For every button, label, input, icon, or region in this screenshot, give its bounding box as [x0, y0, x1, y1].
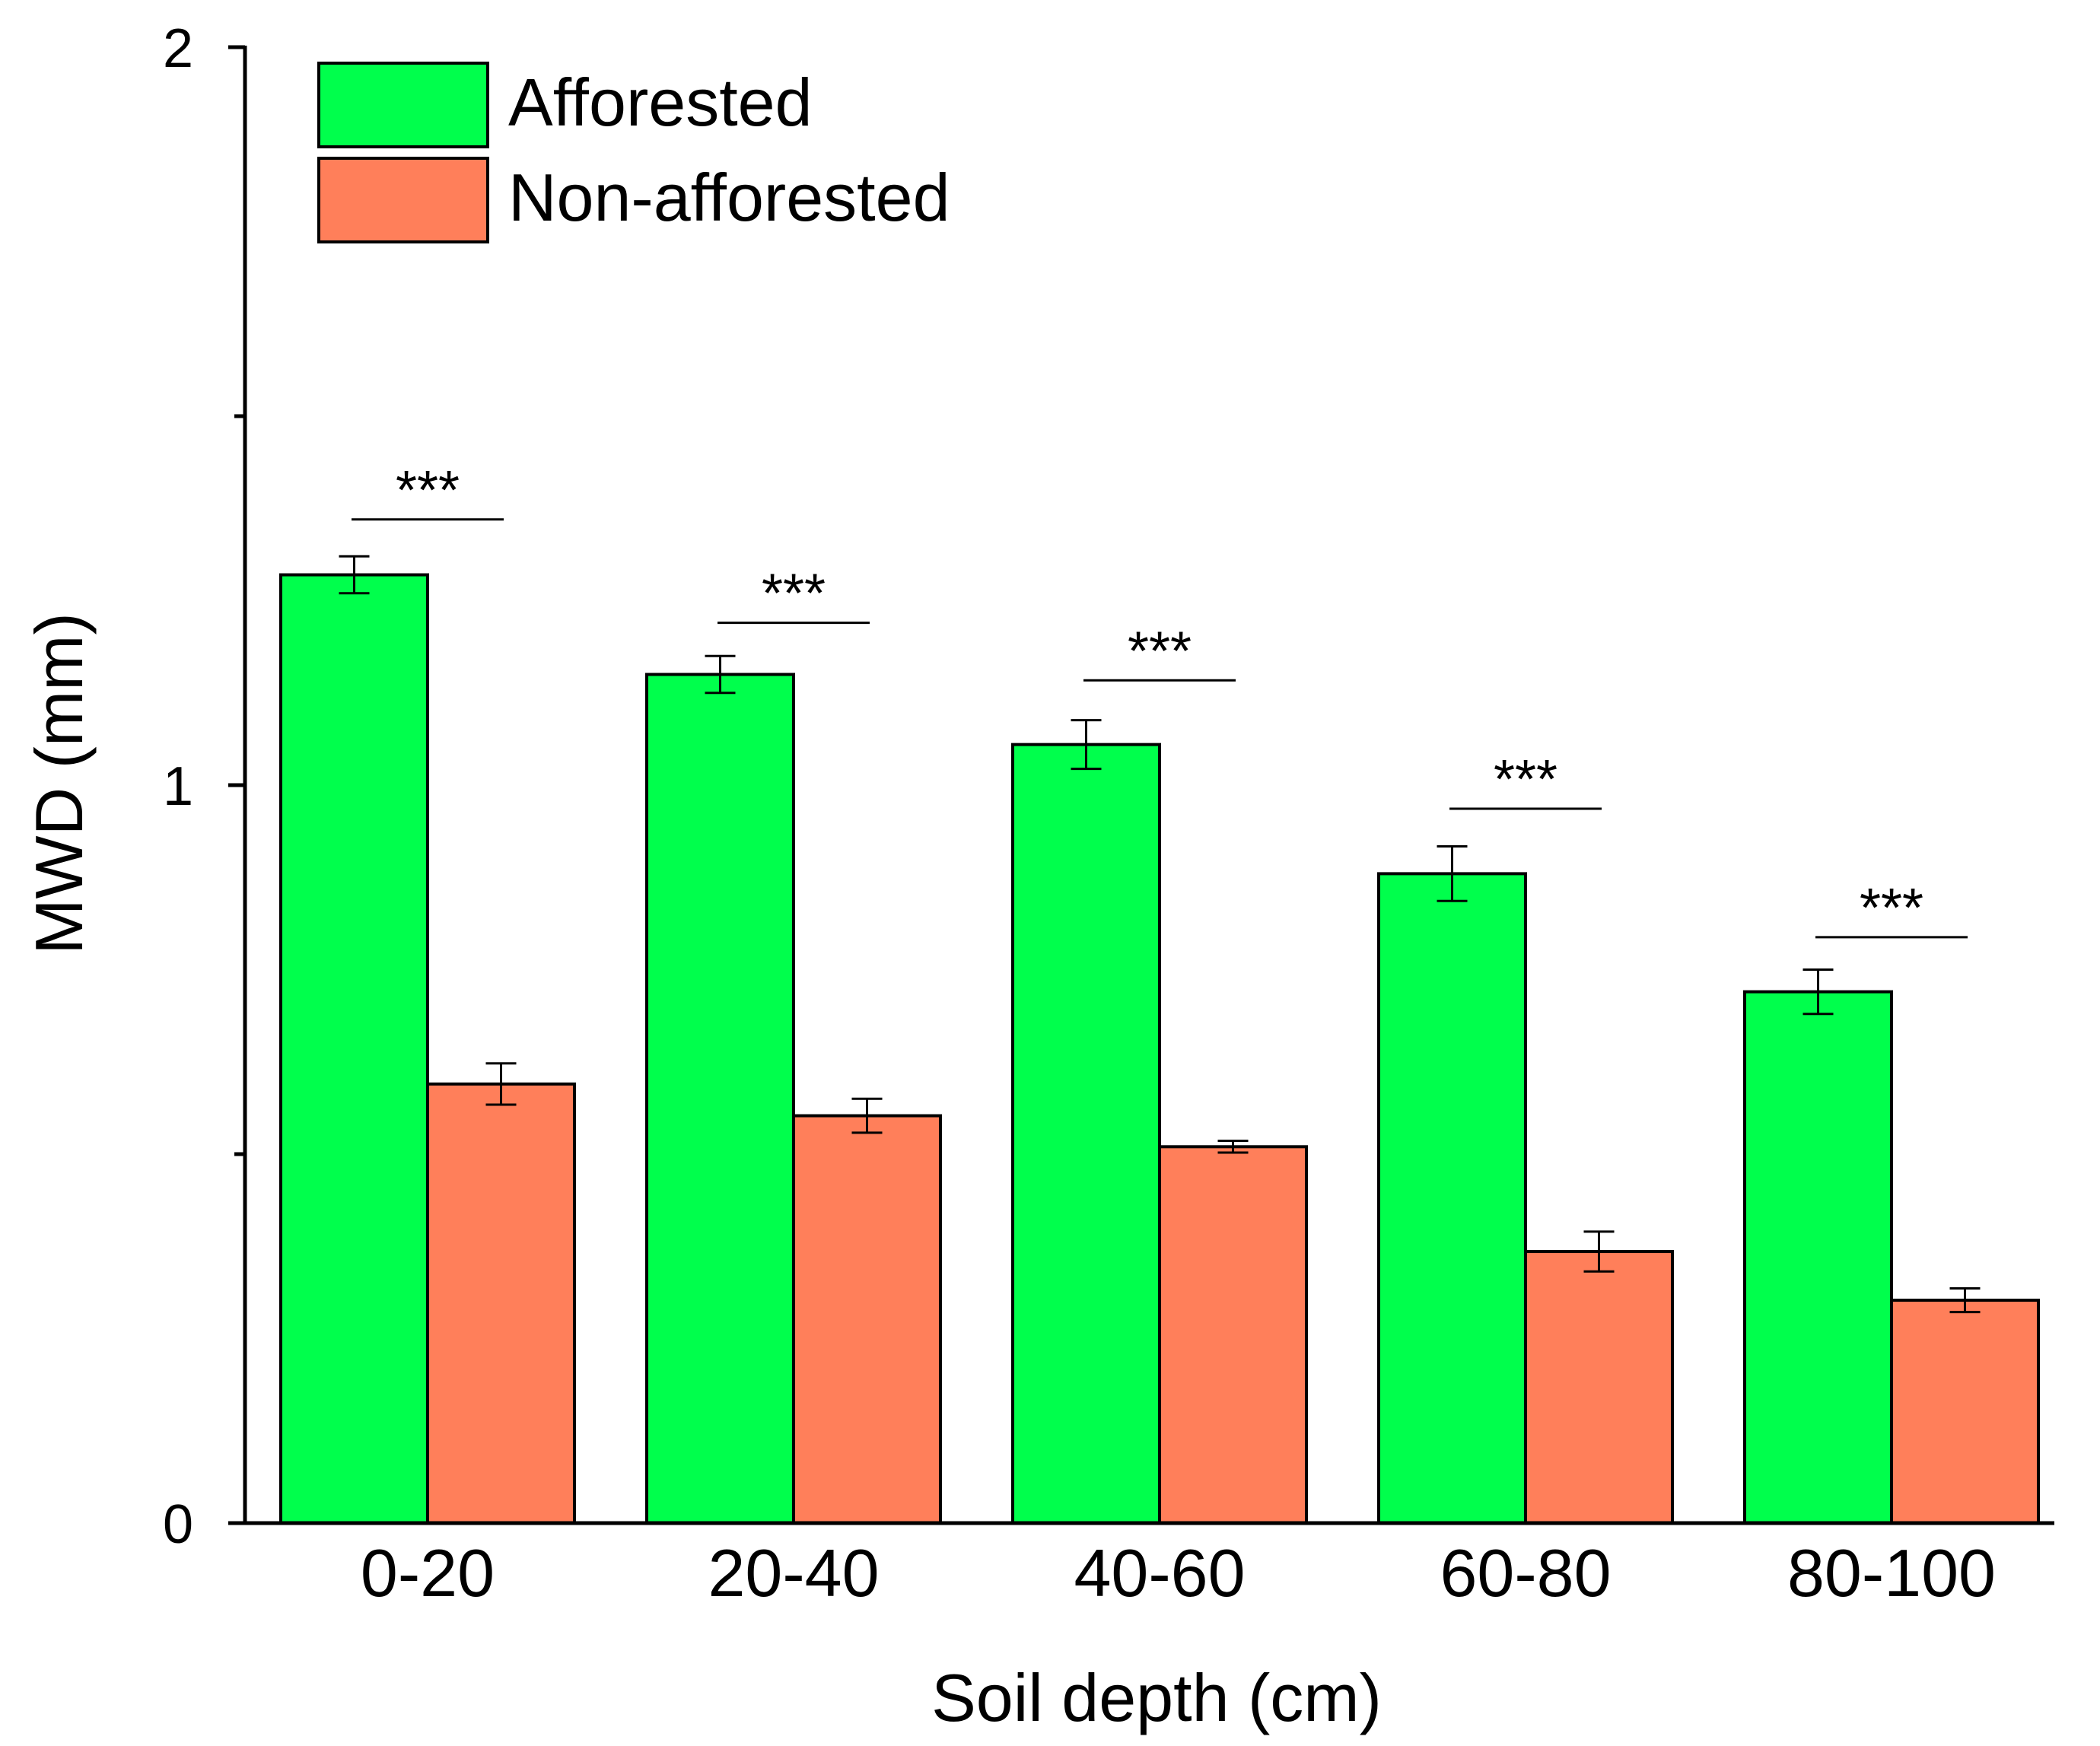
error-bar-non-afforested-40-60: [1217, 1140, 1249, 1154]
y-tick-label-0: 0: [163, 1494, 193, 1555]
x-tick-label-80-100: 80-100: [1787, 1535, 1996, 1611]
legend-label-afforested: Afforested: [508, 65, 813, 140]
bar-afforested-40-60: [1011, 743, 1161, 1525]
x-tick-labels-group: 0-20 20-40 40-60 60-80 80-100: [361, 1535, 1996, 1611]
error-bar-afforested-80-100: [1803, 968, 1834, 1016]
x-axis-title: Soil depth (cm): [931, 1660, 1382, 1735]
bar-non-afforested-40-60: [1158, 1145, 1308, 1525]
bar-afforested-0-20: [279, 573, 429, 1525]
significance-label-80-100: ***: [1860, 878, 1923, 939]
bar-non-afforested-60-80: [1524, 1250, 1674, 1525]
bar-non-afforested-80-100: [1890, 1299, 2040, 1525]
significance-label-40-60: ***: [1128, 621, 1192, 682]
y-axis-title: MWD (mm): [21, 612, 97, 955]
error-bar-afforested-0-20: [339, 555, 370, 595]
x-tick-label-40-60: 40-60: [1074, 1535, 1245, 1611]
bar-afforested-20-40: [645, 673, 795, 1525]
error-bar-non-afforested-60-80: [1583, 1230, 1615, 1273]
error-bar-non-afforested-80-100: [1949, 1287, 1981, 1314]
error-bars-group: [339, 555, 1981, 1314]
error-bar-afforested-20-40: [705, 654, 736, 695]
legend: Afforested Non-afforested: [317, 62, 950, 243]
error-bar-afforested-60-80: [1437, 845, 1468, 902]
x-tick-label-20-40: 20-40: [708, 1535, 879, 1611]
error-bar-non-afforested-20-40: [851, 1097, 883, 1134]
x-tick-label-0-20: 0-20: [361, 1535, 495, 1611]
bar-afforested-60-80: [1377, 872, 1527, 1525]
error-bar-afforested-40-60: [1071, 719, 1102, 771]
y-tick-label-1: 1: [163, 756, 193, 817]
bars-group: [279, 573, 2040, 1525]
y-ticks-group: 0 1 2: [163, 18, 245, 1555]
bar-non-afforested-20-40: [792, 1114, 942, 1525]
bar-non-afforested-0-20: [426, 1082, 576, 1525]
x-tick-label-60-80: 60-80: [1440, 1535, 1611, 1611]
y-tick-label-2: 2: [163, 18, 193, 79]
significance-label-60-80: ***: [1494, 749, 1558, 810]
significance-label-20-40: ***: [762, 564, 826, 625]
bar-afforested-80-100: [1743, 990, 1893, 1525]
error-bar-non-afforested-0-20: [485, 1062, 517, 1106]
legend-label-non-afforested: Non-afforested: [508, 160, 950, 235]
legend-swatch-afforested: [317, 62, 489, 148]
significance-label-0-20: ***: [396, 460, 460, 521]
significance-group: *** *** *** *** ***: [352, 460, 1968, 939]
legend-swatch-non-afforested: [317, 157, 489, 243]
